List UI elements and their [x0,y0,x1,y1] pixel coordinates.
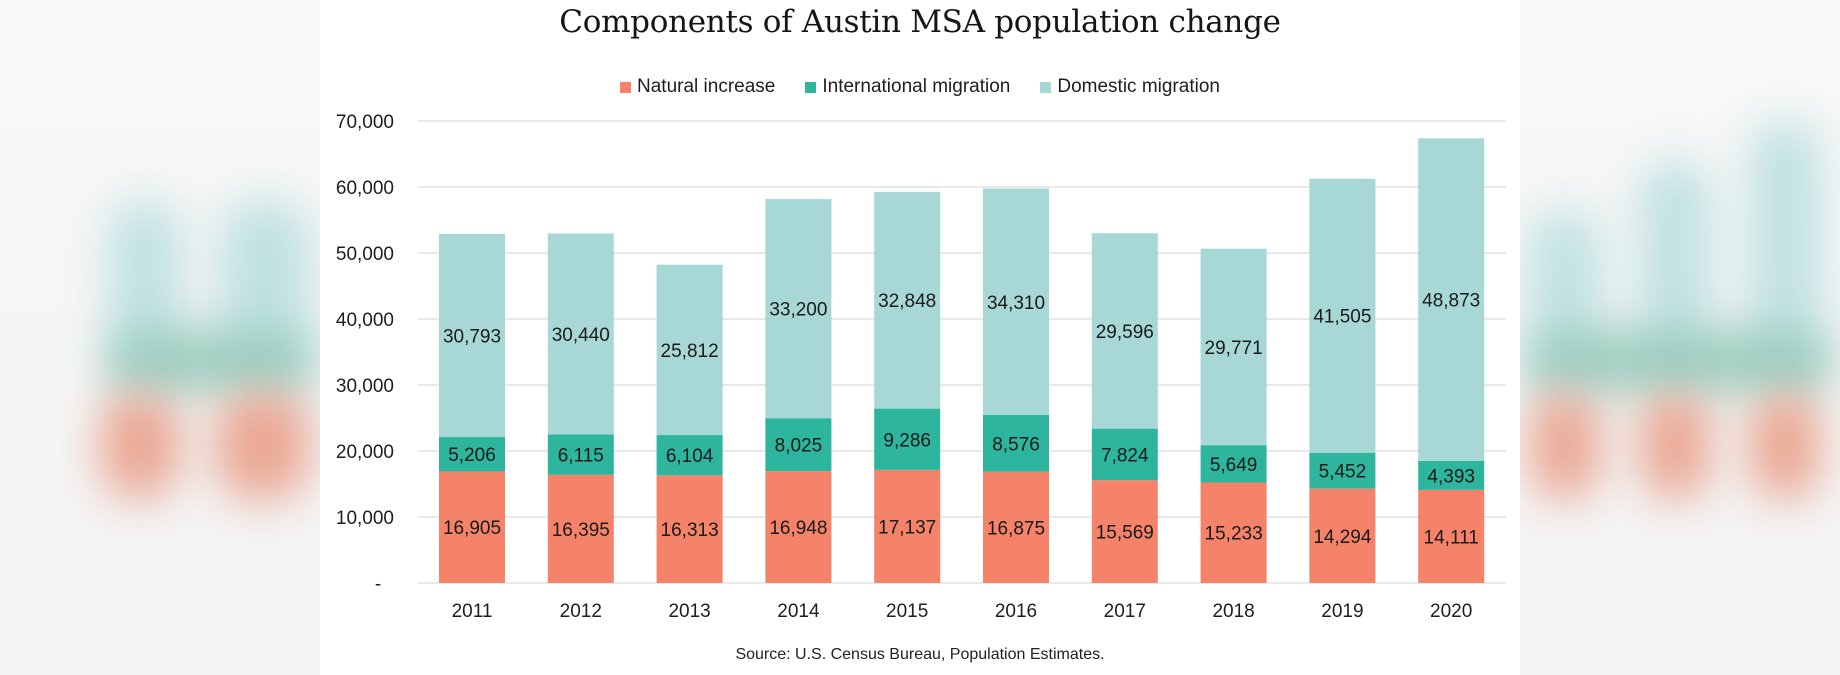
legend-label-domestic-migration: Domestic migration [1057,76,1220,97]
bar-domestic-migration-2014 [765,199,832,419]
stacked-bar-chart: - 10,000 20,000 30,000 40,000 50,000 60,000 70,… [336,112,1506,622]
y-tick-label: 30,000 [336,376,394,397]
data-label-natural-increase-2020: 14,111 [1424,527,1479,548]
bar-international-migration-2016 [983,415,1049,472]
chart-title: Components of Austin MSA population chan… [559,4,1281,40]
data-label-international-migration-2017: 7,824 [1101,445,1149,466]
data-label-domestic-migration-2020: 48,873 [1422,291,1480,312]
data-label-natural-increase-2011: 16,905 [443,518,501,539]
background-blur-right [1520,0,1840,675]
data-label-international-migration-2020: 4,393 [1427,466,1475,487]
bar-international-migration-2012 [547,434,614,475]
data-label-natural-increase-2014: 16,948 [769,518,827,539]
legend-item-natural-increase: Natural increase [620,76,775,98]
y-axis-ticks: - 10,000 20,000 30,000 40,000 50,000 60,000 70,… [336,112,394,595]
data-label-domestic-migration-2016: 34,310 [987,293,1045,314]
x-tick-label-2013: 2013 [668,601,710,622]
bar-international-migration-2011 [439,437,505,472]
x-axis-ticks: 2011 2012 2013 2014 2015 2016 2017 2018 2019 2020 [452,601,1473,622]
source-note: Source: U.S. Census Bureau, Population E… [735,646,1105,663]
x-tick-label-2018: 2018 [1212,601,1254,622]
x-tick-label-2016: 2016 [995,601,1037,622]
bar-domestic-migration-2011 [439,233,505,438]
data-label-domestic-migration-2018: 29,771 [1205,338,1263,359]
legend-label-natural-increase: Natural increase [637,76,776,97]
x-tick-label-2011: 2011 [452,601,493,622]
data-label-international-migration-2013: 6,104 [666,446,714,467]
x-tick-label-2020: 2020 [1430,601,1472,622]
bar-natural-increase-2017 [1091,480,1158,583]
x-tick-label-2012: 2012 [560,601,602,622]
chart-legend: Natural increase International migration… [320,76,1520,98]
data-label-domestic-migration-2011: 30,793 [443,326,501,347]
y-tick-label: 40,000 [336,310,394,331]
bar-natural-increase-2019 [1309,488,1376,583]
bar-international-migration-2015 [874,408,941,470]
legend-label-international-migration: International migration [822,76,1011,97]
data-label-international-migration-2014: 8,025 [775,436,823,457]
bar-international-migration-2019 [1309,452,1376,489]
data-label-international-migration-2011: 5,206 [448,445,496,466]
chart-panel: Components of Austin MSA population chan… [320,0,1520,675]
data-label-international-migration-2016: 8,576 [992,434,1040,455]
bar-natural-increase-2018 [1200,482,1267,583]
bar-domestic-migration-2017 [1091,233,1158,429]
data-label-international-migration-2015: 9,286 [883,430,931,451]
y-tick-label: - [375,574,381,595]
data-label-natural-increase-2018: 15,233 [1205,524,1263,545]
bar-international-migration-2013 [656,435,723,476]
data-label-natural-increase-2012: 16,395 [552,520,610,541]
legend-item-international-migration: International migration [805,76,1010,98]
data-label-natural-increase-2013: 16,313 [661,520,719,541]
bar-natural-increase-2013 [656,475,723,583]
y-tick-label: 10,000 [336,508,394,529]
data-labels: 16,905 5,206 30,793 16,395 6,115 30,440 16,313… [443,291,1480,549]
bar-domestic-migration-2016 [983,188,1049,416]
bar-domestic-migration-2012 [547,233,614,435]
data-label-domestic-migration-2015: 32,848 [878,291,936,312]
bar-natural-increase-2016 [983,471,1049,583]
bar-international-migration-2020 [1418,460,1485,490]
legend-item-domestic-migration: Domestic migration [1040,76,1220,98]
x-tick-label-2014: 2014 [777,601,820,622]
bar-domestic-migration-2015 [874,191,941,409]
data-label-international-migration-2012: 6,115 [558,446,604,467]
x-tick-label-2019: 2019 [1321,601,1363,622]
bar-domestic-migration-2019 [1309,178,1376,453]
data-label-natural-increase-2015: 17,137 [878,517,936,538]
legend-swatch-domestic-migration [1040,81,1052,93]
data-label-international-migration-2018: 5,649 [1210,455,1258,476]
bar-domestic-migration-2018 [1200,248,1267,446]
bar-international-migration-2018 [1200,445,1267,483]
background-blur-left [0,0,320,675]
bar-international-migration-2017 [1091,428,1158,481]
legend-swatch-natural-increase [620,81,632,93]
y-tick-label: 50,000 [336,244,394,265]
legend-swatch-international-migration [805,81,817,93]
bars [439,138,1485,583]
data-label-natural-increase-2017: 15,569 [1096,523,1154,544]
x-tick-label-2017: 2017 [1104,601,1146,622]
data-label-domestic-migration-2013: 25,812 [661,341,719,362]
bar-natural-increase-2015 [874,469,941,583]
bar-natural-increase-2014 [765,471,832,583]
data-label-natural-increase-2016: 16,875 [987,518,1045,539]
bar-domestic-migration-2020 [1418,138,1485,461]
y-tick-label: 60,000 [336,178,394,199]
y-tick-label: 20,000 [336,442,394,463]
x-tick-label-2015: 2015 [886,601,928,622]
y-tick-label: 70,000 [336,112,394,133]
data-label-domestic-migration-2012: 30,440 [552,325,610,346]
bar-international-migration-2014 [765,418,832,472]
bar-natural-increase-2011 [439,471,505,583]
bar-natural-increase-2012 [547,474,614,583]
data-label-domestic-migration-2014: 33,200 [769,300,827,321]
data-label-domestic-migration-2019: 41,505 [1313,307,1371,328]
data-label-domestic-migration-2017: 29,596 [1096,322,1154,343]
data-label-natural-increase-2019: 14,294 [1313,527,1372,548]
bar-natural-increase-2020 [1418,489,1485,583]
data-label-international-migration-2019: 5,452 [1319,462,1367,483]
bar-domestic-migration-2013 [656,264,723,436]
